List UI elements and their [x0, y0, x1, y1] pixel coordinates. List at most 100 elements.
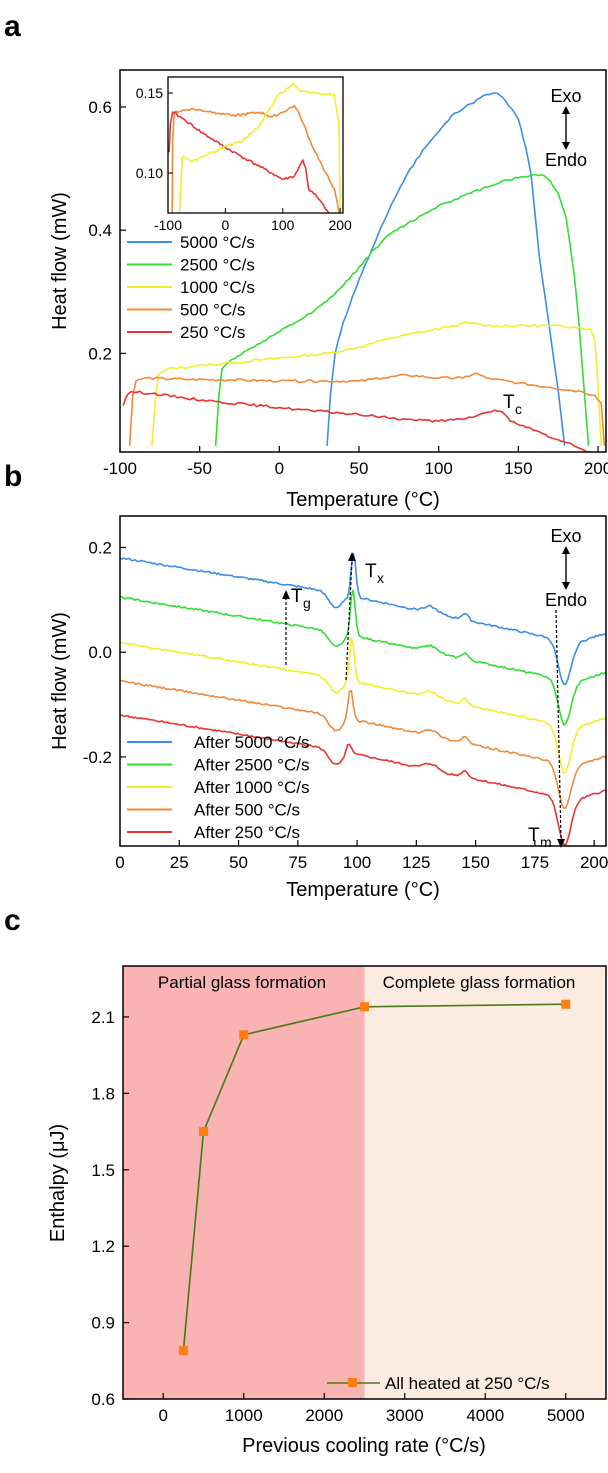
panel-c-ytick-label: 1.5 [91, 1161, 115, 1180]
panel-c-legend: All heated at 250 °C/s [327, 1374, 550, 1393]
panel-c-xtick-label: 3000 [386, 1406, 424, 1425]
panel-c-data-point [199, 1127, 208, 1137]
panel-b-xtick-label: 75 [288, 853, 307, 872]
panel-a-inset-axes: -100 0 100 200 0.10 0.15 [136, 85, 352, 233]
panel-c-data-layer [178, 999, 571, 1356]
panel-b-annotations [282, 552, 565, 848]
panel-a-exo-label: Exo [550, 86, 581, 106]
panel-a-endo-label: Endo [545, 150, 587, 170]
panel-b-legend-label: After 5000 °C/s [194, 733, 309, 752]
region-label-partial: Partial glass formation [158, 973, 326, 992]
panel-c-data-point [178, 1346, 188, 1356]
panel-a-inset-xtick-label: 0 [221, 217, 229, 233]
tm-arrowhead [557, 839, 565, 848]
panel-a-legend-label: 250 °C/s [180, 323, 245, 342]
panel-c-data-point [360, 1002, 369, 1012]
panel-b-xtick-label: 125 [402, 853, 430, 872]
panel-b-series-line [120, 714, 606, 846]
panel-b-ytick-label: 0.0 [88, 643, 112, 662]
panel-c-region-band [364, 966, 606, 1399]
panel-a-axes: -100 -50 0 50 100 150 200 0.2 0.4 0.6 [88, 98, 608, 478]
panel-c-label: c [4, 904, 21, 937]
panel-a-inset-ytick-label: 0.15 [136, 85, 163, 101]
panel-b-xtick-label: 200 [580, 853, 608, 872]
panel-a-xtick-label: 100 [425, 459, 453, 478]
panel-b-legend-label: After 250 °C/s [194, 823, 300, 842]
tx-dashed-line [345, 559, 353, 681]
panel-b-xtick-label: 150 [461, 853, 489, 872]
panel-c-ytick-label: 1.8 [91, 1084, 115, 1103]
panel-b-series-line [120, 637, 606, 774]
tx-arrowhead [348, 552, 356, 561]
panel-b-legend-label: After 500 °C/s [194, 801, 300, 820]
region-label-complete: Complete glass formation [383, 973, 576, 992]
panel-c-ytick-label: 0.6 [91, 1390, 115, 1409]
panel-b-endo-label: Endo [545, 590, 587, 610]
panel-a-inset: -100 0 100 200 0.10 0.15 [136, 76, 352, 233]
panel-a-legend: 5000 °C/s 2500 °C/s 1000 °C/s 500 °C/s 250 °… [127, 233, 255, 342]
panel-b-label: b [4, 460, 22, 493]
panel-c-ytick-label: 2.1 [91, 1008, 115, 1027]
panel-b-tx-main: T [365, 561, 377, 582]
panel-a-inset-xtick-label: -100 [154, 217, 182, 233]
panel-b-xtick-label: 100 [343, 853, 371, 872]
panel-c-ylabel: Enthalpy (μJ) [47, 1124, 69, 1242]
panel-b-legend: After 5000 °C/s After 2500 °C/s After 1000… [127, 733, 309, 842]
panel-b: b 0 25 50 75 100 125 150 175 200 -0.2 0.0 0.2 Tempe… [4, 460, 608, 901]
panel-a-tc-annotation: T c [503, 392, 522, 417]
panel-c: c Partial glass formation Complete glass… [4, 904, 607, 1457]
panel-a-inset-frame [167, 76, 344, 214]
panel-a-frame [119, 69, 607, 453]
panel-b-frame [119, 515, 607, 847]
panel-a-data-layer [122, 92, 606, 452]
panel-c-xtick-label: 5000 [547, 1406, 585, 1425]
panel-a-label: a [4, 10, 21, 43]
panel-c-data-point [239, 1030, 249, 1040]
panel-a-inset-series-line [168, 111, 330, 213]
panel-b-tg-main: T [291, 586, 303, 607]
panel-a-inset-series-line [171, 104, 340, 213]
panel-a-inset-ytick-label: 0.10 [136, 165, 163, 181]
panel-b-xtick-label: 0 [115, 853, 124, 872]
panel-a-xtick-label: 200 [584, 459, 608, 478]
panel-a-xtick-label: -100 [103, 459, 137, 478]
panel-b-legend-label: After 2500 °C/s [194, 756, 309, 775]
panel-c-ytick-label: 0.9 [91, 1314, 115, 1333]
panel-a-tc-main: T [503, 392, 515, 413]
panel-b-data-layer [120, 553, 606, 846]
panel-b-series-line [120, 553, 606, 686]
panel-a-legend-label: 2500 °C/s [180, 256, 255, 275]
panel-a-tc-sub: c [515, 401, 522, 417]
panel-a-inset-background [168, 77, 343, 213]
panel-a-xlabel: Temperature (°C) [286, 489, 440, 511]
panel-b-tm-main: T [528, 825, 540, 846]
panel-a-inset-series-line [178, 82, 341, 213]
panel-a-inset-data [168, 82, 341, 213]
panel-a-ytick-label: 0.4 [88, 221, 112, 240]
panel-a-exo-endo-arrow [562, 106, 570, 150]
panel-a-ylabel: Heat flow (mW) [49, 192, 71, 330]
panel-b-series-line [120, 589, 606, 727]
panel-a-xtick-label: 150 [504, 459, 532, 478]
panel-a-xtick-label: 50 [350, 459, 369, 478]
panel-c-xtick-label: 0 [159, 1406, 168, 1425]
panel-b-ytick-label: -0.2 [83, 748, 112, 767]
panel-a-inset-xtick-label: 100 [271, 217, 295, 233]
panel-b-xtick-label: 175 [521, 853, 549, 872]
panel-a-xtick-label: -50 [187, 459, 212, 478]
panel-b-xtick-label: 25 [170, 853, 189, 872]
tg-arrowhead [282, 590, 290, 599]
panel-c-xtick-label: 4000 [466, 1406, 504, 1425]
panel-c-xlabel: Previous cooling rate (°C/s) [242, 1435, 486, 1457]
panel-b-tg-sub: g [303, 595, 311, 611]
panel-a-legend-label: 500 °C/s [180, 301, 245, 320]
tm-dashed-line [555, 609, 562, 841]
panel-b-tm-sub: m [540, 834, 552, 850]
panel-b-ytick-label: 0.2 [88, 538, 112, 557]
panel-c-regions [123, 966, 606, 1399]
panel-b-tx-sub: x [377, 570, 384, 586]
panel-b-tg-annotation: T g [291, 586, 311, 611]
panel-c-xtick-label: 1000 [225, 1406, 263, 1425]
panel-c-xtick-label: 2000 [305, 1406, 343, 1425]
